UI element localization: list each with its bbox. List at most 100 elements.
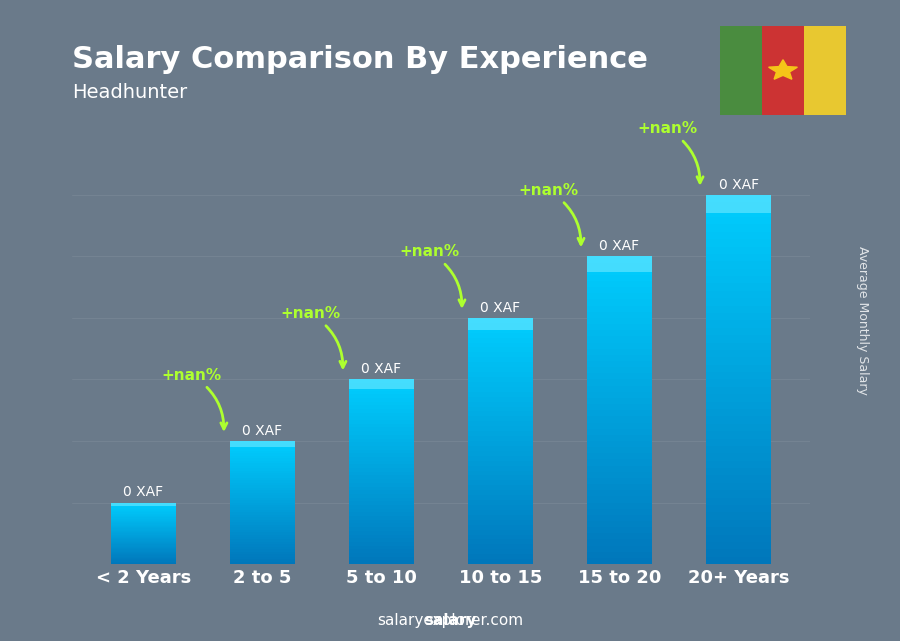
Bar [230,476,295,478]
Text: 0 XAF: 0 XAF [362,362,401,376]
Bar [587,465,652,472]
Bar [111,503,176,506]
Text: 0 XAF: 0 XAF [242,424,283,438]
Bar [111,560,176,562]
Bar [230,480,295,483]
Text: +nan%: +nan% [399,244,465,306]
Bar [230,441,295,447]
Text: Average Monthly Salary: Average Monthly Salary [856,246,868,395]
Bar [111,540,176,541]
Bar [230,458,295,461]
Bar [230,552,295,554]
Bar [468,470,533,476]
Bar [468,406,533,412]
Bar [111,538,176,540]
Bar [111,516,176,517]
Bar [587,342,652,349]
Bar [706,409,771,417]
Bar [587,404,652,410]
Bar [468,357,533,362]
Bar [230,554,295,556]
Bar [706,357,771,365]
Bar [230,495,295,497]
Bar [349,446,414,449]
Bar [468,461,533,465]
Bar [468,392,533,397]
Bar [349,494,414,497]
Bar [587,367,652,373]
Bar [111,535,176,536]
Bar [587,460,652,465]
Bar [468,535,533,540]
Bar [706,283,771,291]
Bar [111,511,176,512]
Bar [468,490,533,495]
Bar [587,509,652,515]
Bar [230,532,295,535]
Bar [230,559,295,562]
Bar [111,527,176,528]
Bar [349,483,414,487]
Bar [349,497,414,501]
Bar [230,461,295,463]
Bar [587,410,652,417]
Bar [349,527,414,531]
Bar [230,488,295,490]
Bar [349,379,414,383]
Bar [230,473,295,476]
Bar [468,476,533,480]
Bar [468,515,533,520]
Bar [587,275,652,281]
Bar [706,291,771,298]
Bar [706,276,771,283]
Bar [468,347,533,353]
Bar [111,547,176,548]
Bar [349,449,414,453]
Bar [111,520,176,521]
Bar [587,527,652,533]
Bar [111,505,176,506]
Bar [587,330,652,337]
Bar [587,386,652,392]
Bar [230,453,295,456]
Bar [587,256,652,263]
Bar [349,501,414,505]
Bar [706,320,771,328]
Bar [111,562,176,563]
Bar [230,451,295,453]
Bar [349,512,414,516]
Bar [706,379,771,387]
Bar [349,553,414,556]
Bar [468,549,533,554]
Bar [111,553,176,554]
Bar [468,387,533,392]
Bar [230,520,295,522]
Bar [230,544,295,547]
Bar [706,342,771,350]
Bar [706,527,771,535]
Bar [111,512,176,513]
Bar [468,510,533,515]
Bar [111,548,176,549]
Bar [230,510,295,512]
Bar [111,517,176,519]
Bar [111,552,176,553]
Bar [111,510,176,511]
Bar [468,353,533,357]
Bar [587,306,652,312]
Bar [706,224,771,232]
Bar [230,490,295,493]
Bar [706,512,771,520]
Bar [230,556,295,559]
Text: Headhunter: Headhunter [72,83,187,103]
Bar [706,210,771,217]
Bar [349,476,414,479]
Bar [230,465,295,468]
Bar [706,417,771,424]
Bar [587,545,652,552]
Bar [349,431,414,435]
Bar [706,387,771,394]
Bar [706,556,771,564]
Bar [230,527,295,529]
Bar [111,532,176,533]
